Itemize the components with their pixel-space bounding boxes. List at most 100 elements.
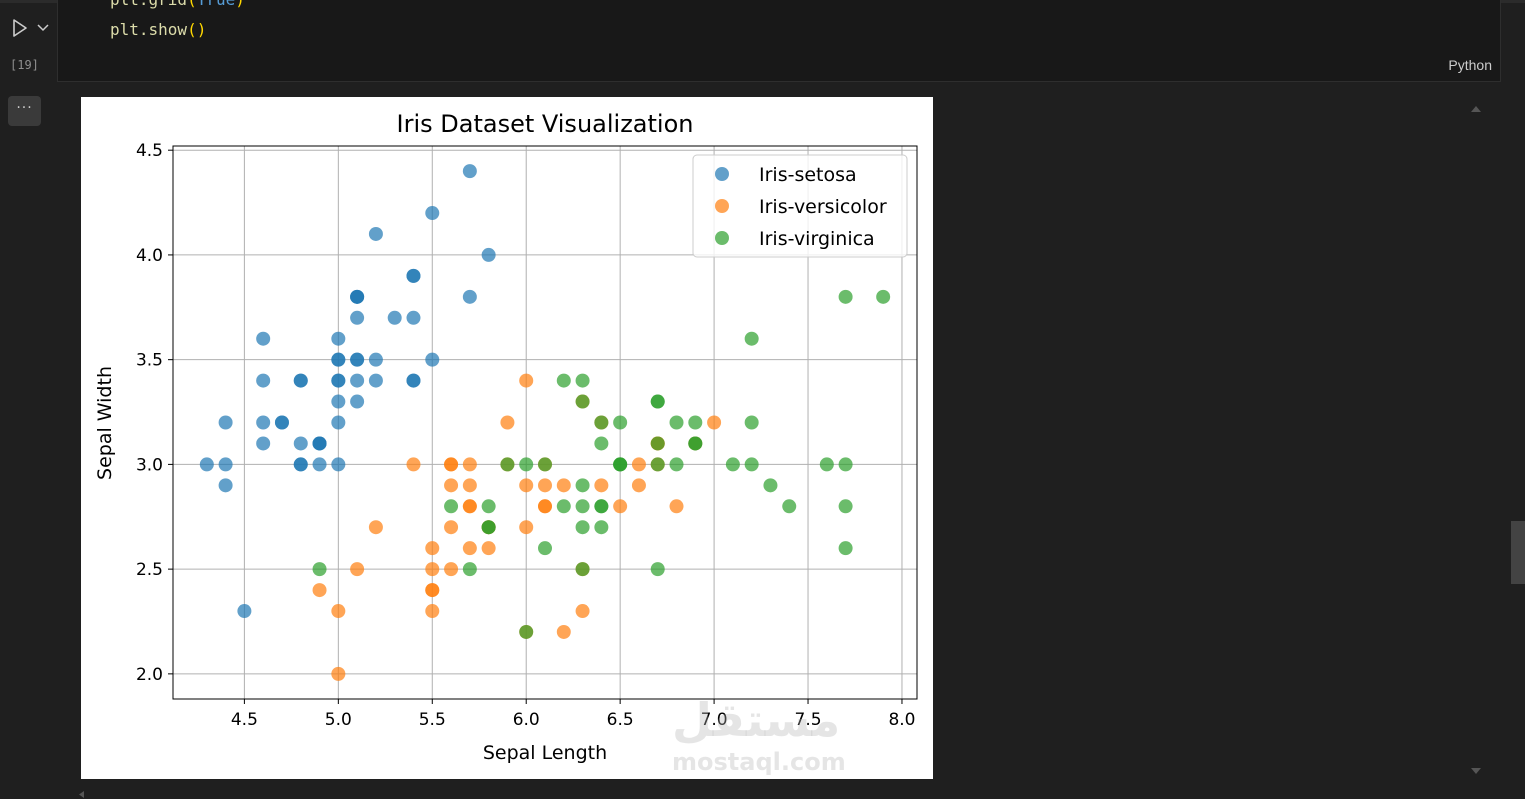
scatter-point [519, 520, 534, 535]
scatter-point [669, 457, 684, 472]
legend-label: Iris-versicolor [759, 196, 887, 218]
scatter-point [519, 373, 534, 388]
scroll-up-icon[interactable] [1470, 104, 1482, 114]
scatter-point [425, 541, 440, 556]
scatter-point [744, 415, 759, 430]
scatter-point [669, 415, 684, 430]
scatter-point [462, 164, 477, 179]
code-paren-open: ( [187, 20, 197, 39]
scatter-point [575, 373, 590, 388]
scatter-point [688, 436, 703, 451]
scatter-point [613, 457, 628, 472]
scatter-point [462, 289, 477, 304]
scatter-point [218, 415, 233, 430]
scatter-point [350, 562, 365, 577]
scatter-point [444, 499, 459, 514]
scatter-point [575, 562, 590, 577]
scatter-point [575, 520, 590, 535]
scatter-point [594, 415, 609, 430]
scatter-point [368, 226, 383, 241]
code-argument: True [197, 0, 236, 9]
scatter-point [406, 310, 421, 325]
scatter-point [444, 520, 459, 535]
scatter-point [312, 583, 327, 598]
scatter-point [763, 478, 778, 493]
scatter-point [350, 352, 365, 367]
run-icon[interactable] [10, 17, 30, 39]
scatter-point [350, 394, 365, 409]
scatter-point [462, 478, 477, 493]
more-icon[interactable]: ··· [8, 96, 41, 126]
scatter-point [462, 541, 477, 556]
x-tick-label: 6.5 [607, 710, 634, 730]
scatter-point [312, 436, 327, 451]
y-tick-label: 4.5 [136, 141, 163, 161]
scatter-point [650, 457, 665, 472]
x-tick-label: 8.0 [888, 710, 915, 730]
legend-marker [715, 167, 729, 181]
scatter-point [425, 583, 440, 598]
code-paren-close: ) [196, 20, 207, 39]
scatter-point [331, 457, 346, 472]
scatter-point [406, 373, 421, 388]
scatter-point [725, 457, 740, 472]
scatter-point [425, 206, 440, 221]
scatter-point [462, 562, 477, 577]
scatter-point [387, 310, 402, 325]
scatter-point [331, 666, 346, 681]
y-tick-label: 3.5 [136, 351, 163, 371]
scatter-point [688, 415, 703, 430]
code-paren-close: ) [235, 0, 245, 9]
legend-label: Iris-virginica [759, 228, 875, 250]
horizontal-scrollbar[interactable] [56, 786, 1525, 799]
legend-box [692, 154, 908, 258]
scatter-point [293, 373, 308, 388]
scatter-point [425, 562, 440, 577]
scatter-point [556, 624, 571, 639]
scatter-point [556, 499, 571, 514]
scatter-point [425, 352, 440, 367]
points-layer [199, 164, 891, 681]
chevron-down-icon[interactable] [36, 20, 50, 34]
code-function: plt.grid [110, 0, 187, 9]
ticks-layer: 4.5 5.0 5.5 6.0 6.5 7.0 7.5 8.0 2.0 2.5 3.0 3.5 4.0 4… [136, 141, 916, 730]
x-tick-label: 4.5 [231, 710, 258, 730]
scatter-point [519, 624, 534, 639]
chart-title: Iris Dataset Visualization [397, 110, 694, 138]
scatter-point [312, 457, 327, 472]
legend-marker [715, 231, 729, 245]
scatter-point [368, 373, 383, 388]
scatter-point [218, 478, 233, 493]
language-selector[interactable]: Python [1448, 57, 1492, 73]
code-line: plt.show() [110, 20, 206, 39]
scroll-left-icon[interactable] [77, 790, 85, 799]
scatter-point [368, 520, 383, 535]
scroll-down-icon[interactable] [1470, 766, 1482, 776]
scatter-point [312, 562, 327, 577]
scatter-point [368, 352, 383, 367]
scatter-point [819, 457, 834, 472]
scatter-point [594, 499, 609, 514]
scatter-point [293, 457, 308, 472]
scatter-point [744, 457, 759, 472]
scatter-point [331, 394, 346, 409]
scatter-point [444, 562, 459, 577]
legend: Iris-setosa Iris-versicolor Iris-virginica [692, 154, 908, 258]
vertical-scrollbar-thumb[interactable] [1511, 521, 1525, 584]
x-tick-label: 7.5 [795, 710, 822, 730]
scatter-point [218, 457, 233, 472]
scatter-point [350, 289, 365, 304]
cell-gutter: [19] ··· [0, 0, 56, 799]
scatter-point [669, 499, 684, 514]
scatter-point [594, 436, 609, 451]
scatter-point [575, 394, 590, 409]
scatter-point [462, 499, 477, 514]
scatter-point [838, 541, 853, 556]
scatter-point [744, 331, 759, 346]
scatter-point [538, 478, 552, 493]
scatter-point [876, 289, 891, 304]
y-tick-label: 2.5 [136, 560, 163, 580]
scatter-point [707, 415, 722, 430]
code-cell[interactable]: plt.grid ( True) plt.show() Python [57, 0, 1501, 82]
x-tick-label: 5.0 [325, 710, 352, 730]
